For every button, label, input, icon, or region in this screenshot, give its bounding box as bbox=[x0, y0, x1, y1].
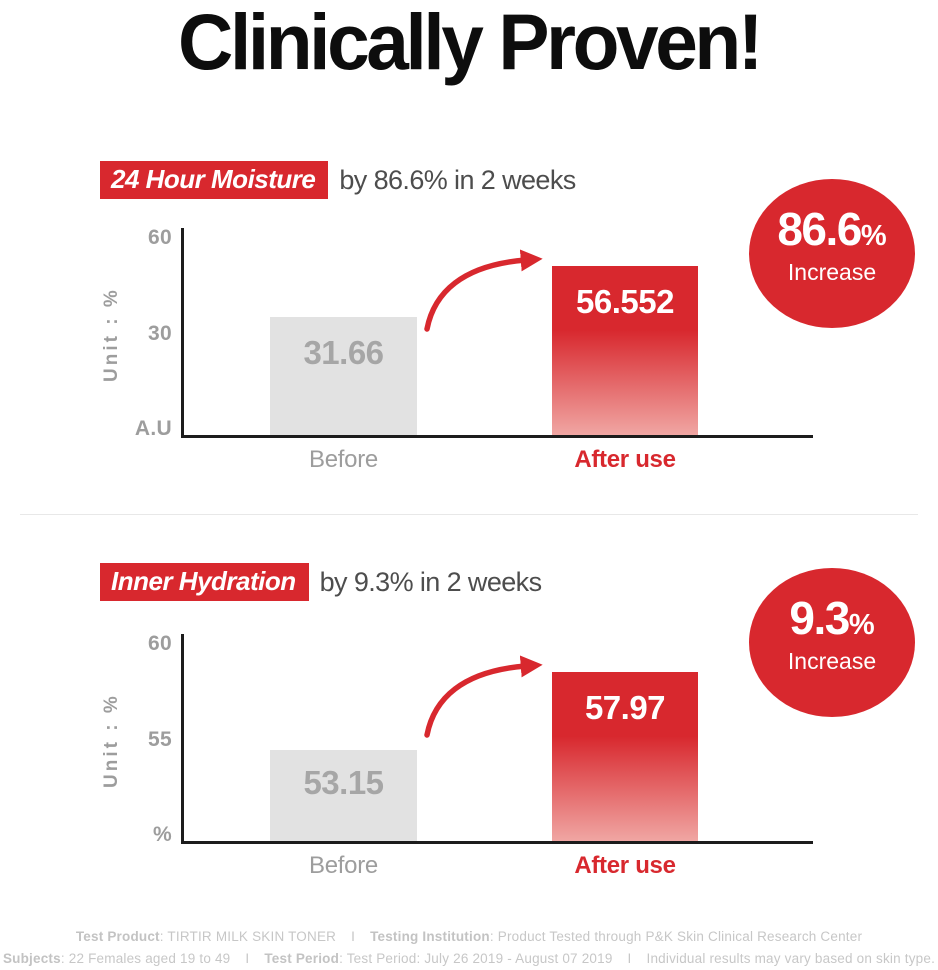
category-label-before: Before bbox=[309, 852, 378, 879]
chart-subtitle: by 9.3% in 2 weeks bbox=[319, 566, 542, 597]
chart-tag: Inner Hydration bbox=[100, 563, 309, 601]
increase-badge: 9.3% Increase bbox=[749, 568, 915, 717]
footer-subjects-line: Subjects: 22 Females aged 19 to 49 I Test … bbox=[0, 951, 938, 966]
chart-section-24-hour-moisture: 24 Hour Moisture by 86.6% in 2 weeks Uni… bbox=[0, 0, 938, 473]
category-label-before: Before bbox=[309, 446, 378, 473]
footer-label: Testing Institution bbox=[370, 929, 490, 944]
category-label-after-use: After use bbox=[574, 852, 676, 879]
footer-text: Individual results may vary based on ski… bbox=[646, 951, 936, 966]
chart-section-inner-hydration: Inner Hydration by 9.3% in 2 weeks Unit … bbox=[0, 406, 938, 879]
y-axis-line bbox=[181, 634, 184, 843]
increase-number: 9.3 bbox=[789, 592, 850, 644]
bar-after-value: 57.97 bbox=[584, 689, 666, 726]
increase-badge: 86.6% Increase bbox=[749, 179, 915, 328]
y-tick-percent: % bbox=[153, 823, 172, 846]
chart-header: Inner Hydration by 9.3% in 2 weeks bbox=[100, 563, 542, 601]
y-tick-55: 55 bbox=[148, 728, 172, 751]
bar-after: 57.97 bbox=[552, 672, 698, 841]
x-axis-line bbox=[181, 435, 813, 438]
footer-test-info-line: Test Product: TIRTIR MILK SKIN TONER I Tes… bbox=[0, 929, 938, 944]
footer-separator: I bbox=[245, 951, 250, 966]
footer-label: Test Period bbox=[264, 951, 340, 966]
y-axis-line bbox=[181, 228, 184, 437]
chart-subtitle: by 86.6% in 2 weeks bbox=[339, 164, 576, 195]
chart-tag: 24 Hour Moisture bbox=[100, 161, 329, 199]
percent-sign: % bbox=[848, 609, 875, 641]
footer-separator: I bbox=[351, 929, 356, 944]
footer-text: : Test Period: July 26 2019 - August 07 … bbox=[339, 951, 613, 966]
chart-header: 24 Hour Moisture by 86.6% in 2 weeks bbox=[100, 161, 576, 199]
y-tick-30: 30 bbox=[148, 322, 172, 345]
bar-before: 31.66 bbox=[270, 317, 417, 435]
footer-separator: I bbox=[627, 951, 632, 966]
footer-text: : Product Tested through P&K Skin Clinic… bbox=[489, 929, 863, 944]
footer-text: : TIRTIR MILK SKIN TONER bbox=[159, 929, 337, 944]
bar-after: 56.552 bbox=[552, 266, 698, 435]
section-divider bbox=[20, 514, 918, 515]
y-tick-au: A.U bbox=[134, 417, 172, 440]
bar-before-value: 53.15 bbox=[303, 764, 384, 801]
increase-percentage: 9.3% bbox=[789, 595, 874, 648]
percent-sign: % bbox=[860, 220, 887, 252]
increase-label: Increase bbox=[787, 648, 877, 674]
bar-after-value: 56.552 bbox=[576, 283, 674, 320]
increase-percentage: 86.6% bbox=[777, 206, 886, 259]
increase-number: 86.6 bbox=[777, 203, 862, 255]
page-title: Clinically Proven! bbox=[178, 0, 763, 86]
bar-before-value: 31.66 bbox=[303, 334, 384, 371]
increase-arrow-icon bbox=[424, 655, 543, 738]
footer-label: Test Product bbox=[75, 929, 160, 944]
increase-label: Increase bbox=[787, 259, 877, 285]
bar-before: 53.15 bbox=[270, 750, 417, 841]
footer-text: : 22 Females aged 19 to 49 bbox=[60, 951, 231, 966]
increase-arrow-icon bbox=[424, 249, 543, 332]
category-label-after-use: After use bbox=[574, 446, 676, 473]
x-axis-line bbox=[181, 841, 813, 844]
y-tick-60: 60 bbox=[148, 632, 172, 655]
y-tick-60: 60 bbox=[148, 226, 172, 249]
footer-label: Subjects bbox=[2, 951, 61, 966]
